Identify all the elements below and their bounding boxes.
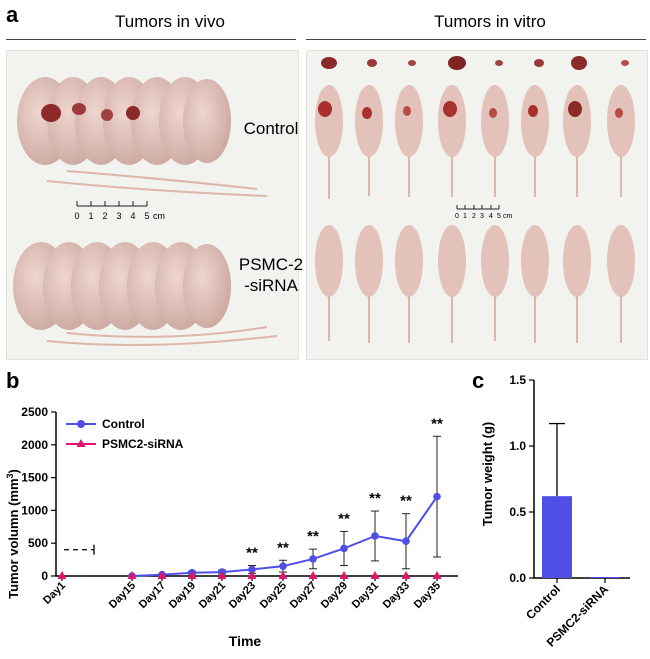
photo-tumors-in-vitro: 0 1 2 3 4 5 cm — [306, 50, 648, 360]
chart-b-sirna-point — [157, 571, 167, 579]
sirna-mice-group — [13, 242, 278, 346]
scale-right-tick-0: 0 — [455, 213, 459, 220]
chart-b-sirna-point — [308, 571, 318, 579]
scale-bar-right: 0 1 2 3 4 5 cm — [455, 205, 513, 220]
mice-in-vivo-illustration: 0 1 2 3 4 5 cm — [13, 77, 278, 346]
scale-bar-left: 0 1 2 3 4 5 cm — [74, 201, 165, 221]
panel-a-letter: a — [6, 2, 19, 27]
chart-b-significance-marker: ** — [277, 539, 289, 556]
scale-left-tick-4: 4 — [130, 211, 135, 221]
scale-left-tick-1: 1 — [88, 211, 93, 221]
scale-left-tick-0: 0 — [74, 211, 79, 221]
chart-b-sirna-point — [247, 571, 257, 579]
header-underline-left — [6, 39, 296, 40]
panel-c-letter: c — [472, 368, 485, 393]
chart-b-sirna-point — [57, 571, 67, 579]
scale-right-tick-2: 2 — [472, 213, 476, 220]
chart-b-y-axis-label: Tumor volumn (mm3) — [5, 469, 21, 599]
scale-left-tick-3: 3 — [116, 211, 121, 221]
chart-b-sirna-point — [432, 571, 442, 579]
chart-b-y-label-close: ) — [6, 469, 21, 473]
chart-b-y-tick-label: 1500 — [21, 471, 48, 485]
chart-c-bar-sirna — [590, 577, 620, 578]
chart-c-x-tick-label: Control — [523, 582, 563, 622]
chart-b-y-tick-label: 2500 — [21, 405, 48, 419]
chart-b-significance-marker: ** — [369, 490, 381, 507]
scale-right-tick-5: 5 — [497, 213, 501, 220]
chart-b-x-axis-label: Time — [229, 633, 262, 649]
control-mice-group — [17, 77, 268, 197]
chart-b-control-point — [402, 537, 410, 546]
chart-b-x-tick-label: Day17 — [137, 580, 168, 611]
header-underline-right — [306, 39, 646, 40]
chart-b-control-point — [248, 565, 256, 574]
chart-b-y-tick-label: 0 — [41, 569, 48, 583]
scale-left-unit: cm — [153, 211, 165, 221]
chart-c-y-tick-label: 0.5 — [509, 505, 526, 519]
chart-b-x-tick-label: Day29 — [319, 580, 350, 611]
chart-b-x-tick-label: Day19 — [167, 580, 198, 611]
chart-b-sirna-point — [127, 571, 137, 579]
label-psmc2-line1: PSMC-2 — [238, 255, 304, 274]
panel-b-letter: b — [6, 368, 20, 393]
scale-right-tick-4: 4 — [489, 213, 493, 220]
chart-b-legend-sirna-marker — [76, 439, 86, 447]
excised-tumors-row — [321, 56, 629, 70]
chart-b-legend-control-marker — [77, 420, 85, 428]
control-upright-mice — [315, 85, 635, 199]
chart-b-control-point — [371, 532, 379, 540]
mice-in-vitro-illustration: 0 1 2 3 4 5 cm — [315, 56, 635, 343]
chart-b-control-point — [309, 555, 317, 563]
chart-b-control-point — [340, 544, 348, 553]
chart-b-legend-sirna-label: PSMC2-siRNA — [102, 437, 184, 451]
chart-b-x-tick-label: Day15 — [107, 580, 138, 611]
chart-b-x-tick-label: Day35 — [412, 580, 443, 611]
chart-c-y-tick-label: 1.5 — [509, 373, 526, 387]
scale-left-tick-2: 2 — [102, 211, 107, 221]
chart-b-x-tick-label: Day23 — [227, 580, 258, 611]
chart-b-x-tick-label: Day33 — [381, 580, 412, 611]
chart-b-control-point — [433, 492, 441, 501]
chart-b-legend-control-label: Control — [102, 417, 145, 431]
chart-b-significance-marker: ** — [246, 545, 258, 562]
header-tumors-in-vivo: Tumors in vivo — [115, 12, 225, 31]
chart-b-y-tick-label: 1000 — [21, 503, 48, 517]
chart-b-sirna-point — [370, 571, 380, 579]
chart-b-sirna-point — [339, 571, 349, 579]
chart-c-y-tick-label: 1.0 — [509, 439, 526, 453]
photo-tumors-in-vivo: 0 1 2 3 4 5 cm — [6, 50, 299, 360]
chart-b-sirna-point — [401, 571, 411, 579]
scale-right-tick-1: 1 — [463, 213, 467, 220]
chart-b-sirna-point — [187, 571, 197, 579]
chart-b-x-tick-label: Day1 — [41, 580, 68, 607]
chart-b-significance-marker: ** — [431, 415, 443, 432]
label-control: Control — [243, 119, 299, 138]
chart-c-y-tick-label: 0.0 — [509, 571, 526, 585]
tumor-weight-bar-chart: Tumor weight (g) 0.00.51.01.5ControlPSMC… — [480, 373, 630, 650]
chart-b-significance-marker: ** — [338, 510, 350, 527]
scale-right-unit: cm — [503, 213, 513, 220]
header-tumors-in-vitro: Tumors in vitro — [434, 12, 546, 31]
sirna-upright-mice — [315, 225, 635, 343]
chart-b-sirna-point — [217, 571, 227, 579]
chart-b-x-tick-label: Day31 — [350, 580, 381, 611]
chart-b-y-label-main: Tumor volumn (mm — [6, 478, 21, 598]
chart-b-y-label-sup: 3 — [5, 473, 15, 478]
chart-b-significance-marker: ** — [307, 528, 319, 545]
control-wounds — [318, 101, 623, 119]
label-psmc2-line2: -siRNA — [244, 276, 298, 295]
chart-b-x-tick-label: Day21 — [197, 580, 228, 611]
chart-c-y-axis-label: Tumor weight (g) — [480, 422, 495, 526]
chart-b-sirna-point — [278, 571, 288, 579]
scale-right-tick-3: 3 — [480, 213, 484, 220]
chart-b-control-point — [279, 562, 287, 570]
chart-b-significance-marker: ** — [400, 493, 412, 510]
chart-b-x-tick-label: Day25 — [258, 580, 289, 611]
chart-b-y-tick-label: 500 — [28, 536, 48, 550]
chart-b-x-tick-label: Day27 — [288, 580, 319, 611]
chart-b-y-tick-label: 2000 — [21, 438, 48, 452]
chart-c-bar-control — [542, 496, 572, 578]
scale-left-tick-5: 5 — [144, 211, 149, 221]
tumor-volume-line-chart: Tumor volumn (mm3) Time 0 500 1000 1500 2000… — [5, 405, 458, 649]
